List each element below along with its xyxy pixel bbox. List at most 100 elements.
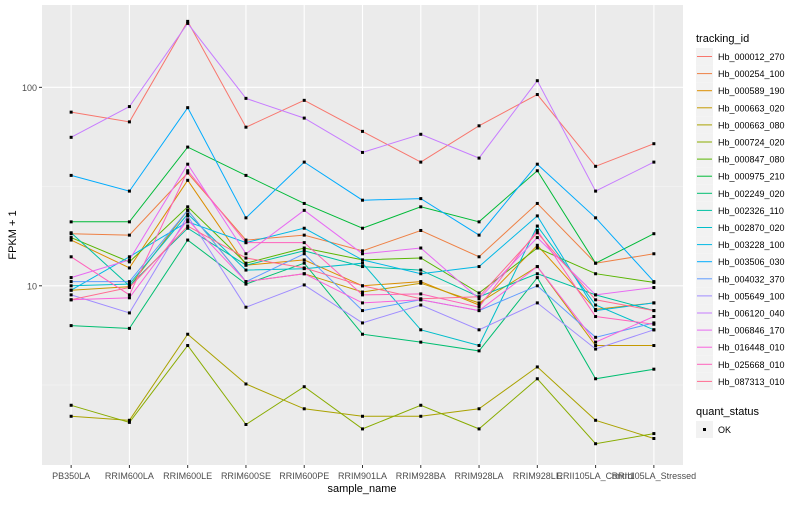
data-point — [477, 427, 481, 431]
data-point — [186, 220, 190, 224]
data-point — [594, 293, 598, 297]
data-point — [477, 309, 481, 313]
data-point — [302, 246, 306, 250]
data-point — [419, 272, 423, 276]
data-point — [244, 125, 248, 129]
data-point — [69, 293, 73, 297]
data-point — [594, 340, 598, 344]
data-point — [535, 365, 539, 369]
data-point — [419, 132, 423, 136]
data-point — [69, 135, 73, 139]
data-point — [419, 303, 423, 307]
data-point — [69, 414, 73, 418]
data-point — [127, 105, 131, 109]
data-point — [594, 261, 598, 265]
data-point — [419, 281, 423, 285]
data-point — [419, 246, 423, 250]
data-point — [594, 272, 598, 276]
data-point — [535, 214, 539, 218]
data-point — [302, 258, 306, 262]
data-point — [244, 173, 248, 177]
data-point — [361, 261, 364, 265]
data-point — [535, 169, 539, 173]
x-tick-label: RRIM901LA — [338, 471, 387, 481]
data-point — [419, 228, 423, 232]
data-point — [419, 197, 423, 201]
data-point — [419, 205, 423, 209]
data-point — [652, 437, 656, 441]
data-point — [186, 162, 190, 166]
data-point — [302, 283, 306, 287]
x-tick-label: RRIM928LE — [513, 471, 562, 481]
data-point — [594, 216, 598, 220]
legend-label: Hb_000012_270 — [718, 52, 785, 62]
data-point — [127, 280, 131, 284]
data-point — [69, 324, 73, 328]
data-point — [186, 171, 190, 175]
data-point — [652, 286, 656, 290]
data-point — [302, 407, 306, 411]
data-point — [69, 288, 73, 292]
x-axis: PB350LA RRIM600LA RRIM600LE RRIM600SE RRIM60… — [52, 465, 696, 481]
data-point — [186, 226, 190, 230]
data-point — [535, 231, 539, 235]
data-point — [594, 442, 598, 446]
data-point — [652, 432, 656, 436]
data-point — [652, 301, 656, 305]
legend-label: Hb_005649_100 — [718, 291, 785, 301]
data-point — [361, 427, 364, 431]
legend-label: Hb_016448_010 — [718, 343, 785, 353]
data-point — [535, 284, 539, 288]
data-point — [535, 228, 539, 232]
x-tick-label: RRIM600LE — [163, 471, 212, 481]
data-point — [302, 201, 306, 205]
legend-label: Hb_003228_100 — [718, 240, 785, 250]
data-point — [652, 367, 656, 371]
legend-label: Hb_006846_170 — [718, 326, 785, 336]
data-point — [652, 322, 656, 326]
legend-label: Hb_004032_370 — [718, 274, 785, 284]
y-tick-label: 100 — [22, 83, 37, 93]
data-point — [477, 124, 481, 128]
data-point — [69, 284, 73, 288]
data-point — [127, 420, 131, 424]
data-point — [419, 268, 423, 272]
legend-label: Hb_087313_010 — [718, 377, 785, 387]
data-point — [535, 236, 539, 240]
data-point — [594, 189, 598, 193]
data-point — [127, 418, 131, 422]
data-point — [652, 344, 656, 348]
data-point — [127, 286, 131, 290]
data-point — [594, 164, 598, 168]
legend-label: Hb_002249_020 — [718, 189, 785, 199]
data-point — [361, 252, 364, 256]
data-point — [244, 241, 248, 245]
shape-legend-label: OK — [718, 425, 731, 435]
data-point — [361, 301, 364, 305]
data-point — [186, 224, 190, 228]
legend-label: Hb_000663_020 — [718, 103, 785, 113]
legend-label: Hb_025668_010 — [718, 360, 785, 370]
x-tick-label: RRII105LA_Stressed — [612, 471, 697, 481]
data-point — [535, 301, 539, 305]
data-point — [186, 106, 190, 110]
data-point — [419, 280, 423, 284]
x-tick-label: RRII105LA_Control — [557, 471, 635, 481]
data-point — [244, 216, 248, 220]
data-point — [535, 224, 539, 228]
data-point — [652, 142, 656, 146]
data-point — [361, 226, 364, 230]
data-point — [127, 255, 131, 259]
data-point — [127, 326, 131, 330]
data-point — [244, 422, 248, 426]
data-point — [127, 258, 131, 262]
data-point — [535, 265, 539, 269]
data-point — [186, 214, 190, 218]
legend-items: Hb_000012_270 Hb_000254_100 Hb_000589_190 H… — [696, 48, 785, 390]
data-point — [244, 252, 248, 256]
data-point — [594, 335, 598, 339]
data-point — [535, 79, 539, 83]
data-point — [186, 344, 190, 348]
data-point — [594, 298, 598, 302]
data-point — [302, 160, 306, 164]
